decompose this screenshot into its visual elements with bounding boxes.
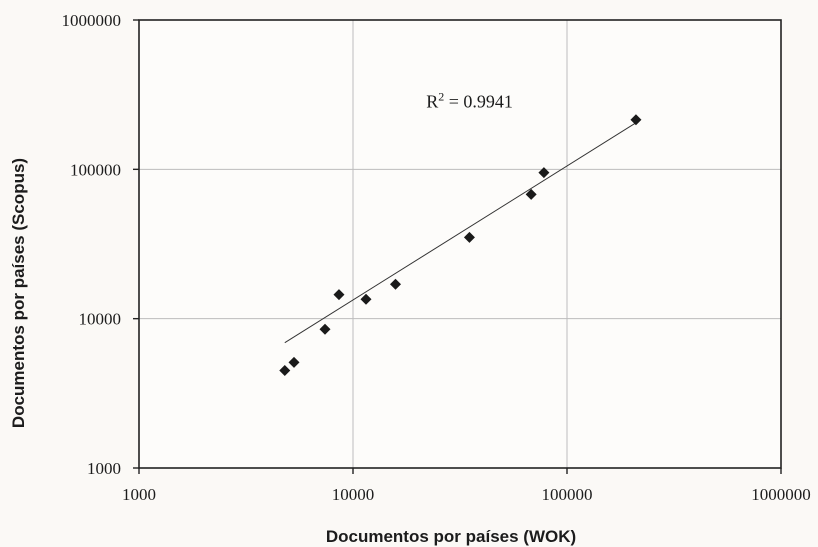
x-tick-label: 100000 — [542, 485, 593, 504]
x-tick-label: 1000000 — [751, 485, 811, 504]
x-tick-label: 1000 — [122, 485, 156, 504]
y-tick-label: 100000 — [70, 160, 121, 179]
y-tick-label: 1000000 — [62, 11, 122, 30]
x-axis-title: Documentos por países (WOK) — [326, 527, 576, 546]
r-squared-value: = 0.9941 — [444, 91, 513, 111]
y-tick-label: 10000 — [79, 310, 122, 329]
plot-area — [139, 20, 781, 468]
x-tick-label: 10000 — [332, 485, 375, 504]
y-tick-label: 1000 — [87, 459, 121, 478]
y-axis-title: Documentos por países (Scopus) — [9, 158, 28, 428]
r-squared-prefix: R — [426, 91, 438, 111]
